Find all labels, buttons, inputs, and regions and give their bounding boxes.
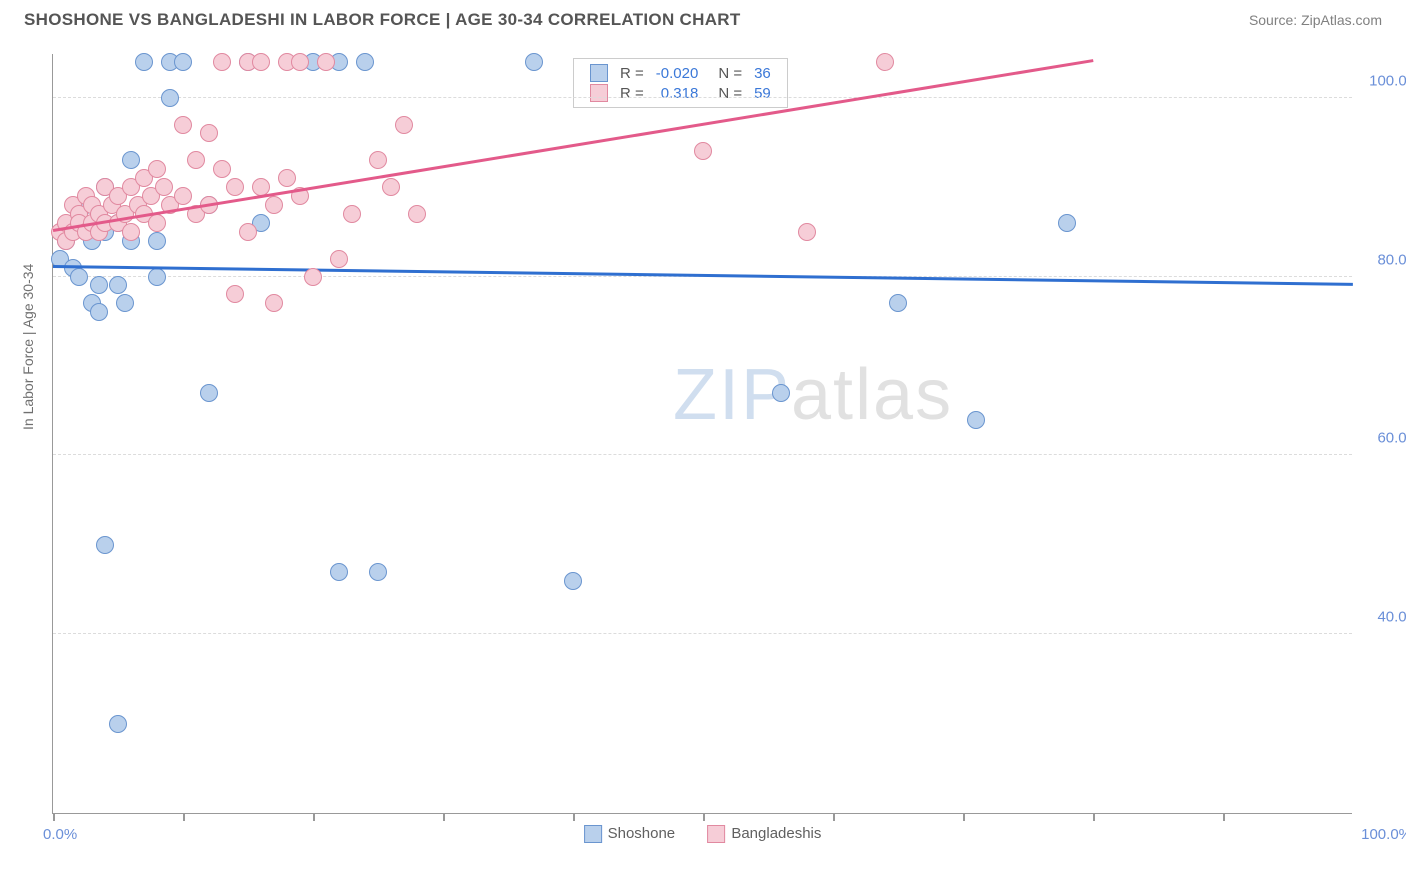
legend-swatch-bangladeshi	[707, 825, 725, 843]
x-tick	[313, 813, 315, 821]
source-attribution: Source: ZipAtlas.com	[1249, 12, 1382, 28]
x-tick	[833, 813, 835, 821]
legend-item: Shoshone	[584, 825, 680, 842]
scatter-point	[265, 294, 283, 312]
header: SHOSHONE VS BANGLADESHI IN LABOR FORCE |…	[0, 0, 1406, 38]
y-axis-label: In Labor Force | Age 30-34	[20, 264, 36, 430]
scatter-point	[265, 196, 283, 214]
legend-swatch-shoshone	[590, 64, 608, 82]
scatter-point	[200, 124, 218, 142]
scatter-point	[148, 232, 166, 250]
scatter-point	[694, 142, 712, 160]
watermark-atlas: atlas	[791, 355, 953, 435]
scatter-point	[155, 178, 173, 196]
scatter-point	[252, 53, 270, 71]
watermark: ZIPatlas	[673, 354, 953, 436]
scatter-point	[369, 151, 387, 169]
scatter-point	[109, 276, 127, 294]
scatter-point	[90, 303, 108, 321]
scatter-point	[148, 214, 166, 232]
scatter-point	[239, 223, 257, 241]
x-tick	[573, 813, 575, 821]
scatter-point	[187, 151, 205, 169]
scatter-point	[116, 294, 134, 312]
legend-row: R = -0.020 N = 36	[584, 63, 777, 83]
scatter-point	[564, 572, 582, 590]
scatter-point	[395, 116, 413, 134]
gridline	[53, 454, 1352, 455]
scatter-point	[226, 178, 244, 196]
chart-title: SHOSHONE VS BANGLADESHI IN LABOR FORCE |…	[24, 10, 741, 30]
scatter-point	[291, 53, 309, 71]
scatter-point	[356, 53, 374, 71]
scatter-point	[382, 178, 400, 196]
scatter-point	[122, 151, 140, 169]
scatter-point	[876, 53, 894, 71]
scatter-point	[1058, 214, 1076, 232]
series-legend: Shoshone Bangladeshis	[570, 825, 836, 843]
scatter-point	[343, 205, 361, 223]
scatter-point	[213, 160, 231, 178]
legend-label: Shoshone	[608, 825, 676, 842]
n-value: 59	[748, 83, 777, 103]
scatter-point	[135, 53, 153, 71]
scatter-point	[798, 223, 816, 241]
scatter-point	[174, 53, 192, 71]
gridline	[53, 633, 1352, 634]
scatter-point	[317, 53, 335, 71]
scatter-point	[174, 187, 192, 205]
y-tick-label: 60.0%	[1377, 430, 1406, 447]
x-tick	[183, 813, 185, 821]
scatter-point	[161, 89, 179, 107]
scatter-point	[330, 563, 348, 581]
scatter-point	[90, 276, 108, 294]
scatter-point	[174, 116, 192, 134]
x-tick	[53, 813, 55, 821]
scatter-chart: ZIPatlas R = -0.020 N = 36 R = 0.318 N =…	[52, 54, 1352, 814]
scatter-point	[967, 411, 985, 429]
scatter-point	[525, 53, 543, 71]
n-label: N =	[704, 83, 748, 103]
x-tick	[963, 813, 965, 821]
y-tick-label: 40.0%	[1377, 609, 1406, 626]
r-value: -0.020	[650, 63, 705, 83]
y-tick-label: 80.0%	[1377, 251, 1406, 268]
r-label: R =	[614, 83, 650, 103]
r-label: R =	[614, 63, 650, 83]
scatter-point	[70, 268, 88, 286]
scatter-point	[369, 563, 387, 581]
scatter-point	[889, 294, 907, 312]
scatter-point	[304, 268, 322, 286]
scatter-point	[226, 285, 244, 303]
x-axis-min-label: 0.0%	[43, 826, 77, 843]
x-tick	[703, 813, 705, 821]
scatter-point	[148, 160, 166, 178]
legend-item: Bangladeshis	[707, 825, 821, 842]
x-tick	[443, 813, 445, 821]
scatter-point	[148, 268, 166, 286]
r-value: 0.318	[650, 83, 705, 103]
scatter-point	[772, 384, 790, 402]
scatter-point	[213, 53, 231, 71]
scatter-point	[109, 715, 127, 733]
correlation-legend: R = -0.020 N = 36 R = 0.318 N = 59	[573, 58, 788, 108]
legend-row: R = 0.318 N = 59	[584, 83, 777, 103]
gridline	[53, 97, 1352, 98]
scatter-point	[200, 384, 218, 402]
y-tick-label: 100.0%	[1369, 72, 1406, 89]
scatter-point	[408, 205, 426, 223]
n-value: 36	[748, 63, 777, 83]
scatter-point	[96, 536, 114, 554]
n-label: N =	[704, 63, 748, 83]
scatter-point	[122, 223, 140, 241]
x-axis-max-label: 100.0%	[1361, 826, 1406, 843]
x-tick	[1223, 813, 1225, 821]
scatter-point	[330, 250, 348, 268]
scatter-point	[278, 169, 296, 187]
legend-label: Bangladeshis	[731, 825, 821, 842]
legend-swatch-bangladeshi	[590, 84, 608, 102]
x-tick	[1093, 813, 1095, 821]
legend-swatch-shoshone	[584, 825, 602, 843]
